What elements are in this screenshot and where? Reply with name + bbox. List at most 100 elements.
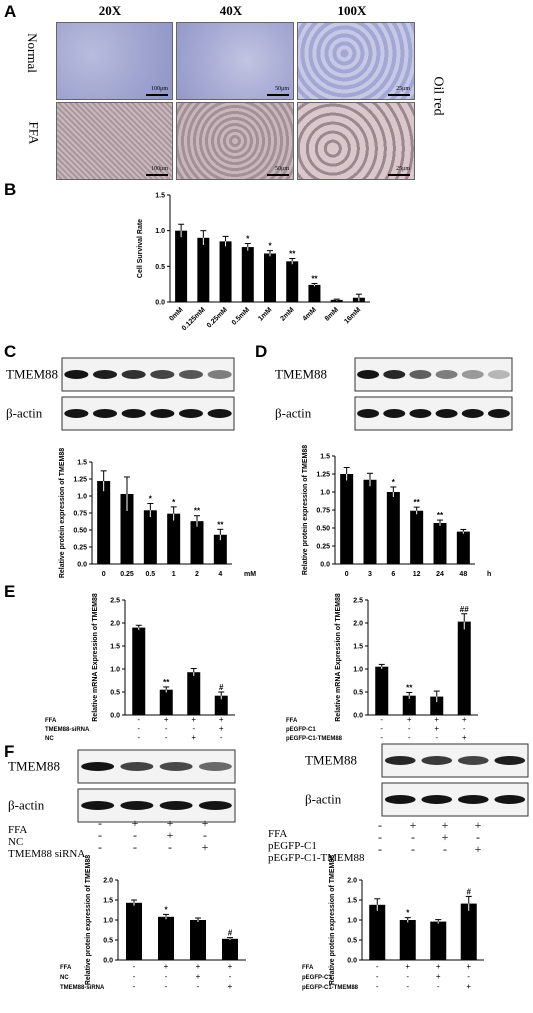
y-tick-label: 1.0: [77, 494, 87, 501]
condition-sign: +: [219, 724, 224, 733]
target-blot: [354, 357, 513, 392]
scale-bar: [267, 94, 289, 96]
control-label: β-actin: [305, 792, 342, 807]
bar: [433, 522, 447, 564]
condition-sign: -: [376, 962, 379, 971]
x-tick-label: 4mM: [302, 306, 318, 322]
x-tick-label: 0mM: [168, 306, 184, 322]
y-tick-label: 2.5: [353, 598, 363, 605]
condition-label: pEGFP-C1: [286, 727, 316, 733]
target-label: TMEM88: [6, 367, 58, 382]
panel-label-b: B: [4, 180, 17, 199]
bar: [132, 627, 146, 715]
significance-mark: *: [164, 905, 168, 914]
y-tick-label: 1.0: [320, 490, 330, 497]
bar: [369, 904, 386, 960]
significance-mark: **: [414, 498, 421, 507]
y-tick-label: 0.0: [353, 713, 363, 720]
condition-sign: -: [133, 962, 136, 971]
bar: [410, 510, 424, 564]
blot-condition-label: pEGFP-C1-TMEM88: [268, 852, 365, 864]
blot-condition-sign: +: [167, 816, 174, 830]
condition-sign: -: [376, 972, 379, 981]
condition-sign: -: [133, 972, 136, 981]
y-tick-label: 0.5: [103, 938, 113, 945]
significance-mark: *: [392, 478, 396, 487]
scale-bar: [146, 94, 168, 96]
blot-condition-sign: -: [378, 842, 382, 856]
blot-condition-sign: +: [132, 816, 139, 830]
x-tick-label: 0.5mM: [231, 306, 251, 326]
condition-sign: -: [406, 982, 409, 991]
condition-sign: +: [164, 715, 169, 724]
y-tick-label: 0.5: [353, 690, 363, 697]
scale-bar: [388, 94, 410, 96]
condition-sign: -: [376, 982, 379, 991]
blot-condition-sign: -: [98, 840, 102, 854]
x-tick-label: 16mM: [343, 306, 362, 325]
scale-label: 100μm: [151, 166, 168, 172]
chart-d: 0.0 0.25 0.50 0.75 1.0 1.25 1.5 Relative protei…: [302, 445, 491, 578]
y-tick-label: 0.5: [347, 938, 357, 945]
significance-mark: **: [217, 520, 224, 529]
x-unit-label: mM: [244, 571, 256, 578]
target-blot: [61, 357, 235, 392]
y-tick-label: 0.5: [155, 264, 165, 271]
band: [120, 801, 154, 810]
scale-bar: [146, 174, 168, 176]
band: [64, 370, 89, 379]
y-axis-label: Relative protein expression of TMEM88: [302, 445, 309, 575]
significance-mark: **: [163, 678, 170, 687]
micrograph-normal-100x: 25μm: [297, 22, 415, 100]
bar: [386, 492, 400, 564]
significance-mark: **: [289, 249, 296, 258]
blot-condition-sign: +: [475, 818, 482, 832]
y-tick-label: 1.5: [103, 898, 113, 905]
bar: [399, 920, 416, 960]
condition-sign: -: [380, 724, 383, 733]
condition-sign: +: [405, 962, 410, 971]
band: [64, 409, 89, 418]
band: [159, 762, 193, 771]
x-tick-label: 8mM: [324, 306, 340, 322]
significance-mark: *: [406, 909, 410, 918]
condition-sign: -: [467, 972, 470, 981]
x-tick-label: 3: [368, 571, 372, 578]
significance-mark: **: [311, 274, 318, 283]
x-tick-label: 0.5: [145, 571, 155, 578]
x-tick-label: 0: [345, 571, 349, 578]
condition-label: FFA: [302, 965, 314, 971]
x-tick-label: 2mM: [279, 306, 295, 322]
y-axis-label: Relative mRNA Expression of TMEM88: [335, 593, 342, 722]
blot-condition-label: FFA: [8, 824, 27, 836]
band: [92, 370, 118, 379]
band: [435, 409, 458, 418]
y-tick-label: 2.0: [103, 878, 113, 885]
condition-label: pEGFP-C1-TMEM88: [302, 985, 359, 991]
bar: [286, 261, 299, 302]
bar: [460, 903, 477, 960]
bar: [97, 481, 111, 564]
bar: [456, 531, 470, 564]
bar: [222, 938, 238, 960]
condition-sign: -: [137, 733, 140, 742]
band: [198, 801, 232, 810]
band: [457, 756, 489, 765]
bar: [214, 695, 228, 715]
band: [92, 409, 118, 418]
condition-sign: -: [165, 982, 168, 991]
condition-sign: +: [164, 962, 169, 971]
significance-mark: *: [149, 494, 153, 503]
condition-sign: +: [462, 733, 467, 742]
bar: [158, 916, 174, 960]
condition-sign: +: [191, 715, 196, 724]
chart-f-left: 0.0 0.5 1.0 1.5 2.0 Relative protein expressi…: [60, 855, 246, 991]
y-tick-label: 1.0: [103, 918, 113, 925]
micrograph-normal-40x: 50μm: [176, 22, 294, 100]
bar: [330, 299, 343, 302]
blot-condition-sign: +: [202, 816, 209, 830]
condition-label: NC: [60, 975, 69, 981]
y-axis-label: Cell Survival Rate: [137, 219, 144, 278]
chart-f-right: 0.0 0.5 1.0 1.5 2.0 Relative protein expressi…: [302, 855, 484, 991]
band: [487, 370, 510, 379]
